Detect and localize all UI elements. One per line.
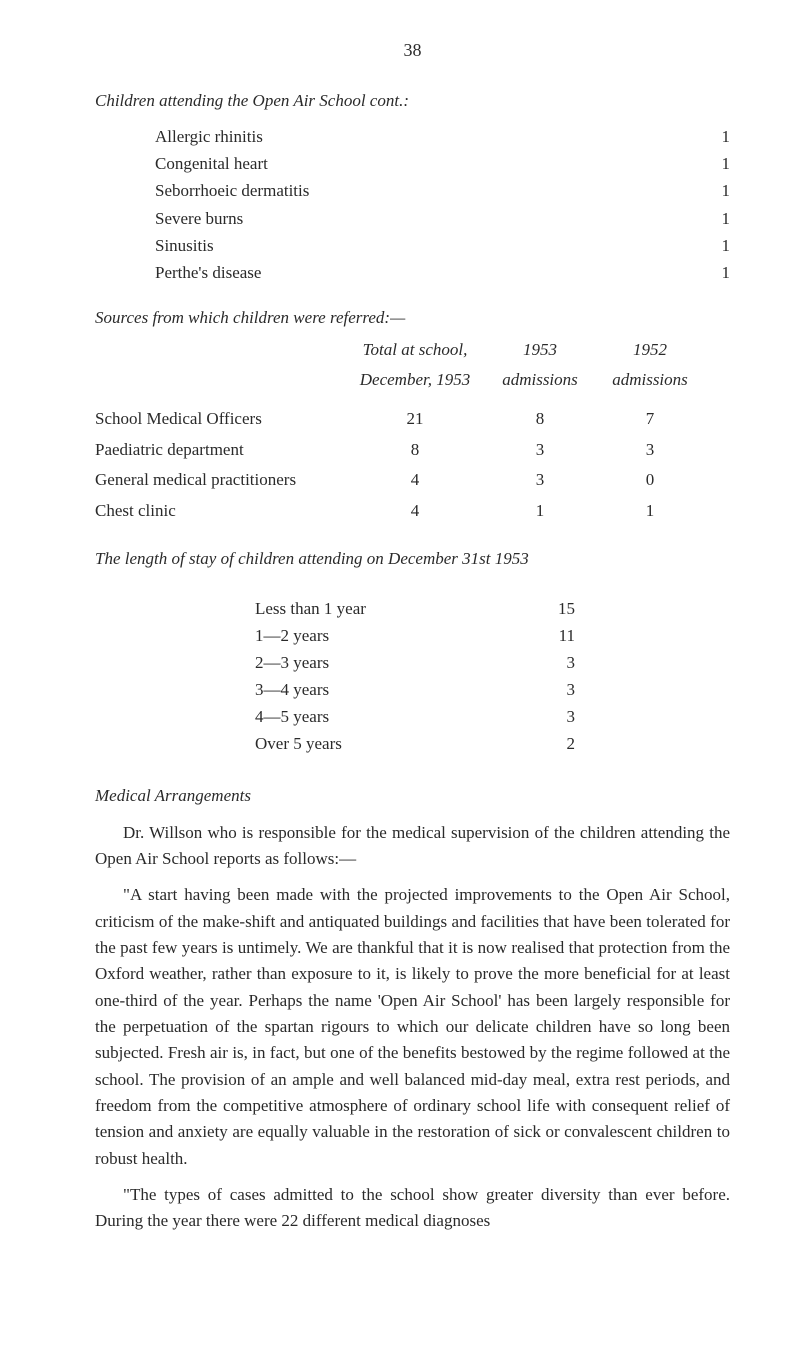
table-row: School Medical Officers 21 8 7 [95, 404, 730, 435]
years-item: Over 5 years 2 [95, 730, 730, 757]
section3-title: The length of stay of children attending… [95, 549, 730, 569]
table-header-row1: Total at school, 1953 1952 [95, 340, 730, 360]
section1-title: Children attending the Open Air School c… [95, 91, 730, 111]
page-number: 38 [95, 40, 730, 61]
item-value: 1 [700, 205, 730, 232]
header-col1: Total at school, [345, 340, 485, 360]
row-c1: 8 [345, 435, 485, 466]
paragraph-2: "A start having been made with the proje… [95, 882, 730, 1172]
years-value: 11 [535, 622, 575, 649]
row-c3: 7 [595, 404, 705, 435]
row-c3: 1 [595, 496, 705, 527]
years-label: 4—5 years [255, 703, 535, 730]
item-label: Sinusitis [155, 232, 700, 259]
row-c2: 8 [485, 404, 595, 435]
table-row: Paediatric department 8 3 3 [95, 435, 730, 466]
row-label: General medical practitioners [95, 465, 345, 496]
item-value: 1 [700, 177, 730, 204]
years-value: 2 [535, 730, 575, 757]
section2-table: School Medical Officers 21 8 7 Paediatri… [95, 404, 730, 526]
section4-title: Medical Arrangements [95, 786, 730, 806]
header-sub1: December, 1953 [345, 370, 485, 390]
list-item: Sinusitis 1 [95, 232, 730, 259]
row-c3: 3 [595, 435, 705, 466]
item-value: 1 [700, 259, 730, 286]
row-c2: 1 [485, 496, 595, 527]
years-label: 2—3 years [255, 649, 535, 676]
list-item: Congenital heart 1 [95, 150, 730, 177]
item-label: Severe burns [155, 205, 700, 232]
row-c1: 4 [345, 496, 485, 527]
paragraph-3: "The types of cases admitted to the scho… [95, 1182, 730, 1235]
years-item: 4—5 years 3 [95, 703, 730, 730]
item-label: Congenital heart [155, 150, 700, 177]
list-item: Perthe's disease 1 [95, 259, 730, 286]
table-header-row2: December, 1953 admissions admissions [95, 370, 730, 390]
header-col2: 1953 [485, 340, 595, 360]
paragraph-1: Dr. Willson who is responsible for the m… [95, 820, 730, 873]
row-c2: 3 [485, 435, 595, 466]
item-label: Perthe's disease [155, 259, 700, 286]
list-item: Severe burns 1 [95, 205, 730, 232]
row-label: School Medical Officers [95, 404, 345, 435]
years-label: 1—2 years [255, 622, 535, 649]
years-value: 15 [535, 595, 575, 622]
row-c1: 4 [345, 465, 485, 496]
years-label: 3—4 years [255, 676, 535, 703]
table-row: Chest clinic 4 1 1 [95, 496, 730, 527]
years-value: 3 [535, 703, 575, 730]
years-item: 3—4 years 3 [95, 676, 730, 703]
header-sub3: admissions [595, 370, 705, 390]
years-item: Less than 1 year 15 [95, 595, 730, 622]
years-item: 1—2 years 11 [95, 622, 730, 649]
section3-list: Less than 1 year 15 1—2 years 11 2—3 yea… [95, 595, 730, 758]
header-col3: 1952 [595, 340, 705, 360]
list-item: Seborrhoeic dermatitis 1 [95, 177, 730, 204]
item-value: 1 [700, 123, 730, 150]
row-c3: 0 [595, 465, 705, 496]
page-content: 38 Children attending the Open Air Schoo… [0, 0, 800, 1295]
row-label: Paediatric department [95, 435, 345, 466]
table-row: General medical practitioners 4 3 0 [95, 465, 730, 496]
years-item: 2—3 years 3 [95, 649, 730, 676]
years-label: Less than 1 year [255, 595, 535, 622]
item-value: 1 [700, 150, 730, 177]
item-value: 1 [700, 232, 730, 259]
item-label: Seborrhoeic dermatitis [155, 177, 700, 204]
years-value: 3 [535, 676, 575, 703]
years-value: 3 [535, 649, 575, 676]
row-label: Chest clinic [95, 496, 345, 527]
row-c1: 21 [345, 404, 485, 435]
section2-title: Sources from which children were referre… [95, 308, 730, 328]
section1-list: Allergic rhinitis 1 Congenital heart 1 S… [95, 123, 730, 286]
list-item: Allergic rhinitis 1 [95, 123, 730, 150]
years-label: Over 5 years [255, 730, 535, 757]
item-label: Allergic rhinitis [155, 123, 700, 150]
row-c2: 3 [485, 465, 595, 496]
header-sub2: admissions [485, 370, 595, 390]
